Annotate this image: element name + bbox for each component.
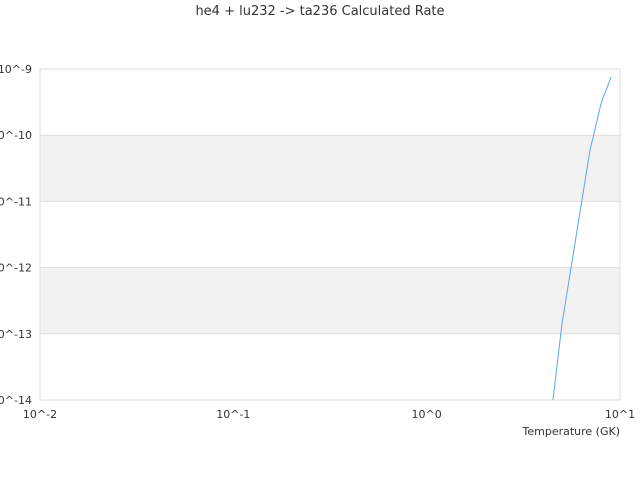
y-tick-label: 10^-12 — [0, 262, 32, 275]
x-tick-label: 10^0 — [412, 408, 442, 421]
chart-title: he4 + lu232 -> ta236 Calculated Rate — [195, 4, 445, 19]
grid-band — [40, 267, 620, 334]
series-line — [552, 76, 612, 401]
x-tick-label: 10^-2 — [23, 408, 57, 421]
y-tick-label: 10^-9 — [0, 63, 32, 76]
grid-band — [40, 135, 620, 202]
x-tick-label: 10^-1 — [216, 408, 250, 421]
x-tick-label: 10^1 — [605, 408, 635, 421]
x-axis-label: Temperature (GK) — [522, 425, 621, 438]
y-tick-label: 10^-10 — [0, 129, 32, 142]
y-tick-label: 10^-13 — [0, 328, 32, 341]
y-tick-label: 10^-14 — [0, 394, 32, 407]
plot-frame — [39, 68, 621, 401]
y-tick-label: 10^-11 — [0, 195, 32, 208]
